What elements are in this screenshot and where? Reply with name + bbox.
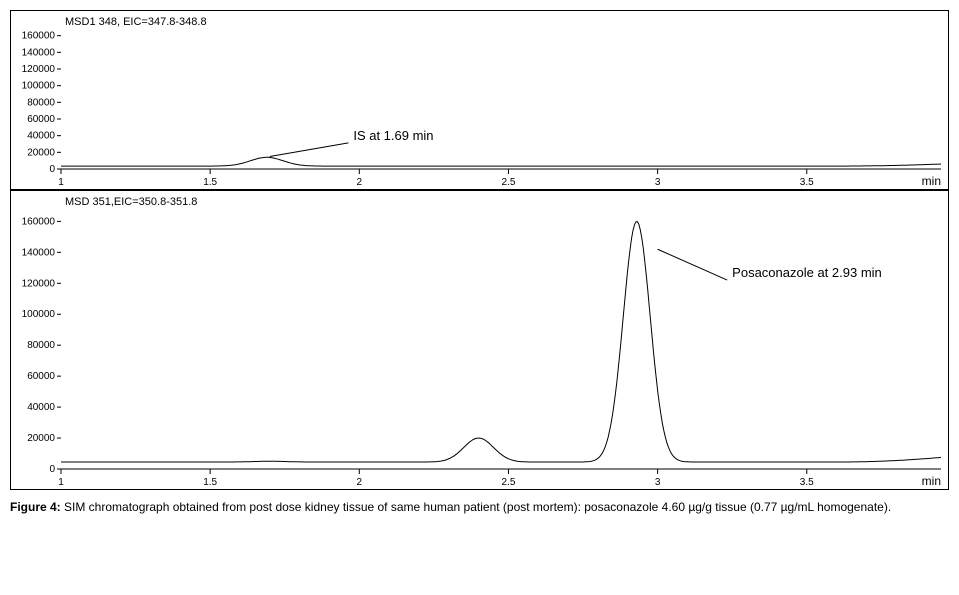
svg-text:120000: 120000 xyxy=(22,278,56,289)
svg-text:60000: 60000 xyxy=(27,114,55,125)
caption-prefix: Figure 4: xyxy=(10,500,61,514)
svg-text:20000: 20000 xyxy=(27,147,55,158)
svg-text:40000: 40000 xyxy=(27,402,55,413)
annotation-leader xyxy=(270,143,349,157)
svg-text:1.5: 1.5 xyxy=(203,477,217,488)
svg-text:140000: 140000 xyxy=(22,47,56,58)
svg-text:2: 2 xyxy=(357,177,363,188)
svg-text:0: 0 xyxy=(49,164,55,175)
svg-text:40000: 40000 xyxy=(27,131,55,142)
svg-text:1.5: 1.5 xyxy=(203,177,217,188)
chromatogram-trace xyxy=(61,157,941,166)
svg-text:100000: 100000 xyxy=(22,309,56,320)
svg-text:160000: 160000 xyxy=(22,31,56,42)
chromatogram-panel-top: 0 20000 40000 60000 80000 100000 120000 140000 1… xyxy=(10,10,949,190)
panel-title: MSD1 348, EIC=347.8-348.8 xyxy=(65,16,207,28)
panel-title: MSD 351,EIC=350.8-351.8 xyxy=(65,196,197,208)
annotation-leader xyxy=(658,249,728,280)
svg-text:3.5: 3.5 xyxy=(800,177,814,188)
svg-text:140000: 140000 xyxy=(22,247,56,258)
svg-text:3: 3 xyxy=(655,477,661,488)
svg-text:1: 1 xyxy=(58,477,64,488)
peak-annotation: Posaconazole at 2.93 min xyxy=(732,265,882,280)
svg-text:2: 2 xyxy=(357,477,363,488)
svg-text:3.5: 3.5 xyxy=(800,477,814,488)
chromatograph-figure: 0200004000060000800001000001200001400001… xyxy=(10,10,949,514)
chromatogram-trace xyxy=(61,222,941,462)
svg-text:min: min xyxy=(922,174,941,188)
svg-text:60000: 60000 xyxy=(27,371,55,382)
svg-text:2.5: 2.5 xyxy=(502,477,516,488)
peak-annotation: IS at 1.69 min xyxy=(353,128,433,143)
svg-text:160000: 160000 xyxy=(22,216,56,227)
caption-body: SIM chromatograph obtained from post dos… xyxy=(61,500,892,514)
svg-text:1: 1 xyxy=(58,177,64,188)
svg-text:3: 3 xyxy=(655,177,661,188)
chromatogram-panel-bottom: 0 20000 40000 60000 80000 100000 120000 140000 1… xyxy=(10,190,949,490)
svg-text:80000: 80000 xyxy=(27,340,55,351)
figure-caption: Figure 4: SIM chromatograph obtained fro… xyxy=(10,500,949,514)
svg-text:20000: 20000 xyxy=(27,433,55,444)
svg-text:min: min xyxy=(922,474,941,488)
svg-text:120000: 120000 xyxy=(22,64,56,75)
svg-text:80000: 80000 xyxy=(27,97,55,108)
svg-text:2.5: 2.5 xyxy=(502,177,516,188)
svg-text:0: 0 xyxy=(49,464,55,475)
svg-text:100000: 100000 xyxy=(22,81,56,92)
